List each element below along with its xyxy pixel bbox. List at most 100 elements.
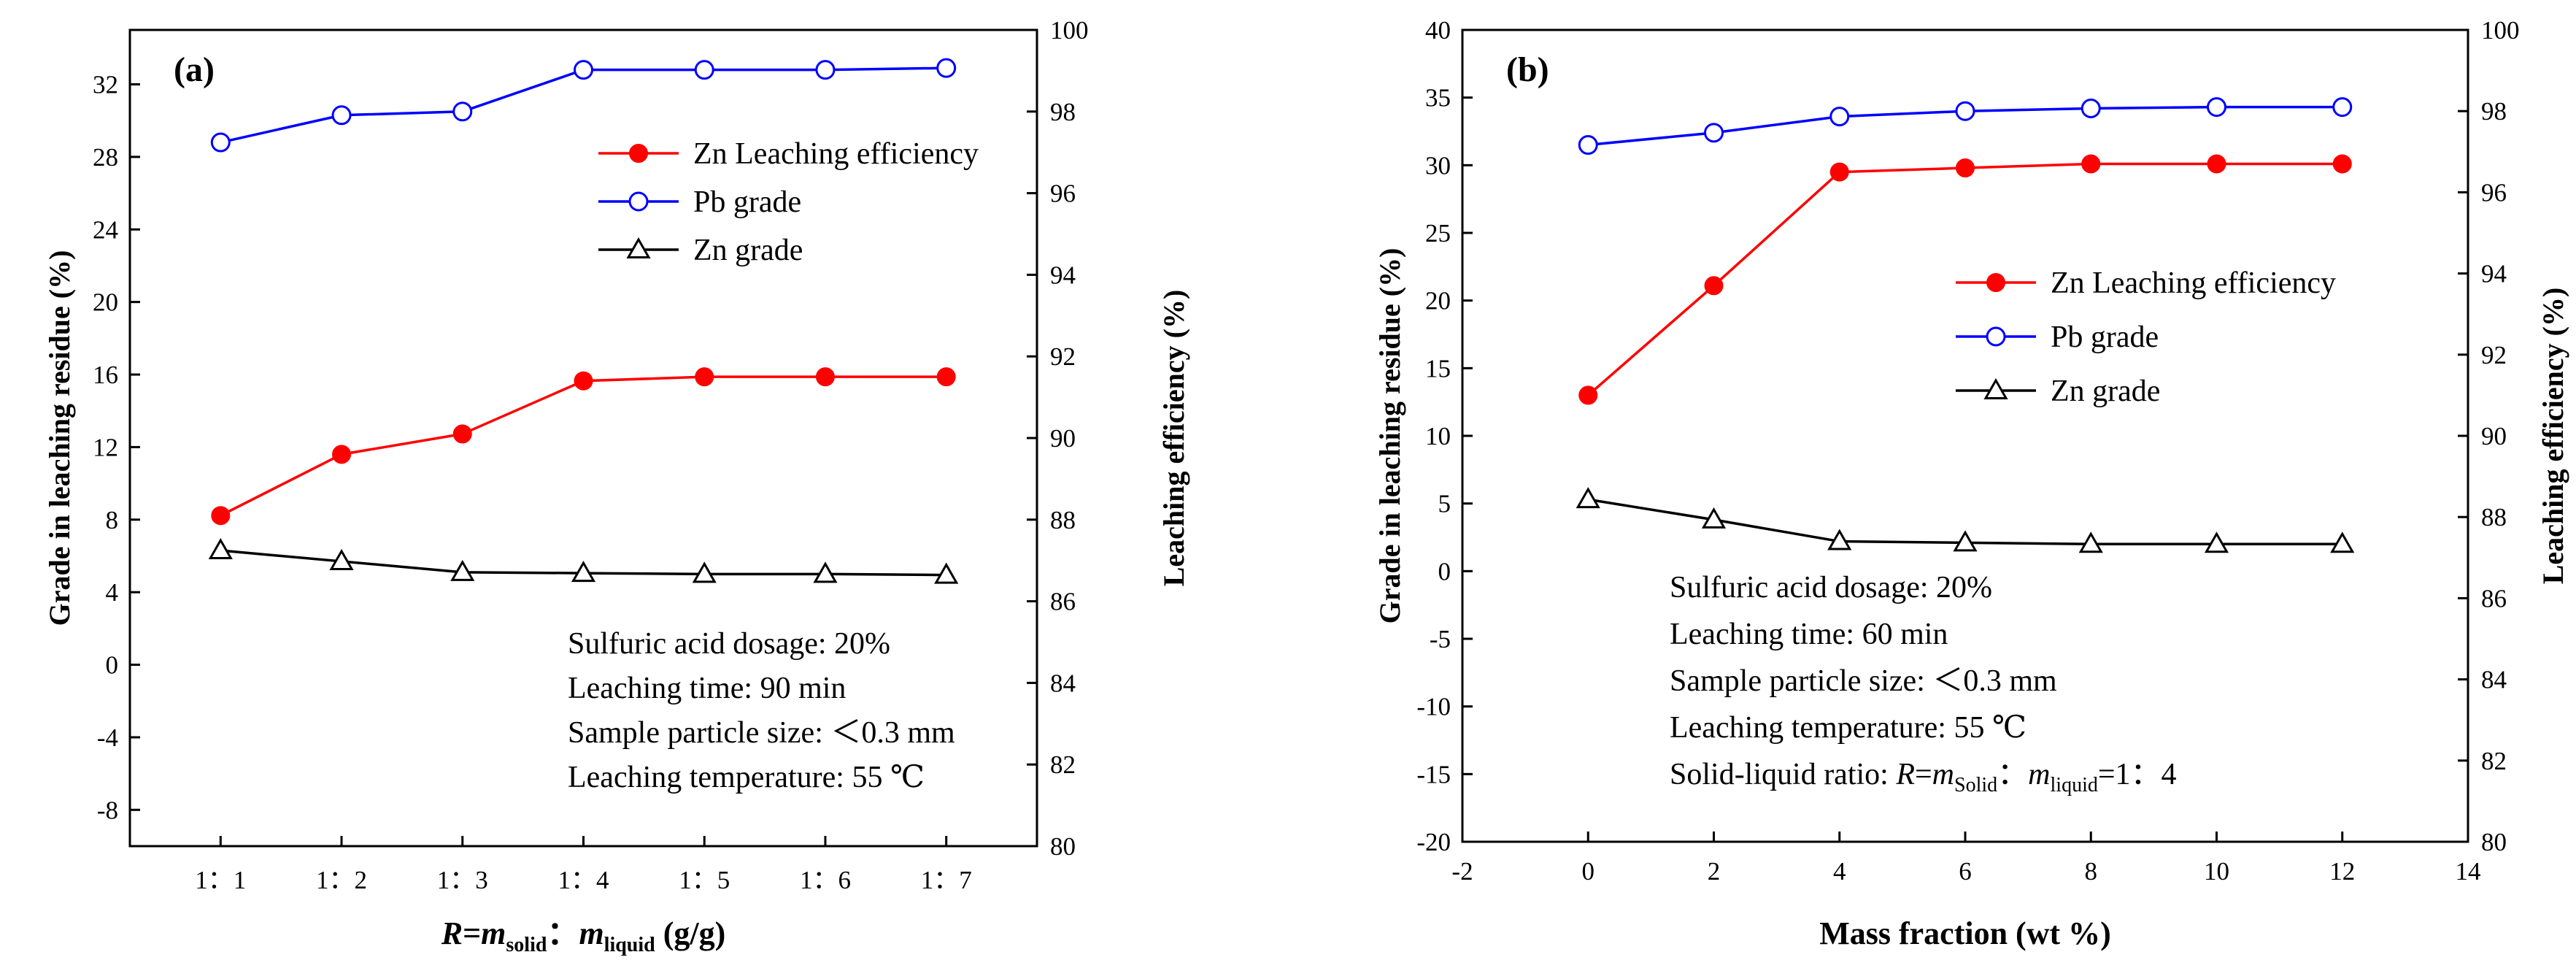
legend-marker (1986, 273, 2005, 292)
y-left-tick-label: 25 (1425, 219, 1451, 247)
y-left-axis-label: Grade in leaching residue (%) (43, 250, 76, 626)
data-point (1955, 101, 1975, 121)
data-point (452, 101, 473, 122)
x-tick-label: 8 (2085, 857, 2098, 886)
data-point (694, 60, 714, 80)
data-point (571, 561, 596, 583)
series-line-zn-leaching-efficiency (220, 375, 946, 517)
legend-label: Pb grade (2051, 320, 2159, 354)
legend-label: Pb grade (693, 185, 801, 219)
annotation-part: Solid (1954, 774, 1997, 796)
x-tick-label: 1：6 (800, 866, 851, 894)
data-point (210, 132, 231, 153)
data-point (813, 561, 838, 583)
y-left-tick-label: 8 (106, 506, 119, 534)
y-left-tick-label: 0 (106, 651, 119, 680)
y-right-tick-label: 96 (2481, 178, 2507, 207)
y-right-tick-label: 86 (2481, 584, 2507, 613)
y-left-axis-label: Grade in leaching residue (%) (1373, 248, 1406, 624)
y-right-tick-label: 100 (1050, 16, 1089, 45)
data-point (1704, 123, 1724, 143)
legend-marker (1986, 326, 2006, 347)
annotation-text: Sulfuric acid dosage: 20% (568, 627, 890, 661)
x-tick-label: 1：2 (316, 866, 367, 894)
data-point (1704, 276, 1724, 296)
x-tick-label: 4 (1833, 857, 1846, 886)
y-left-tick-label: 4 (106, 578, 119, 607)
x-tick-label: 1：3 (437, 866, 488, 894)
legend-label: Zn Leaching efficiency (2051, 266, 2336, 300)
y-right-axis-label: Leaching efficiency (%) (1157, 290, 1190, 587)
data-point (208, 538, 233, 560)
data-point (2081, 154, 2101, 174)
annotation-text: Leaching temperature: 55 ℃ (568, 761, 925, 794)
data-point (936, 58, 957, 78)
annotation-part: liquid (2051, 774, 2098, 796)
legend-marker (1983, 377, 2008, 399)
data-point (1829, 107, 1850, 127)
annotation-text: Sample particle size: ＜0.3 mm (1670, 664, 2057, 698)
data-point (695, 367, 714, 387)
panel-label: (b) (1506, 50, 1549, 89)
data-point (329, 548, 354, 570)
y-left-tick-label: 40 (1425, 16, 1451, 45)
y-right-tick-label: 100 (2481, 16, 2520, 45)
x-axis-label-part: = (463, 915, 481, 951)
legend-marker (626, 237, 651, 258)
y-right-tick-label: 90 (2481, 422, 2507, 450)
data-point (1701, 507, 1727, 529)
y-right-tick-label: 92 (1050, 342, 1076, 371)
annotation-part: ： (1997, 758, 2028, 791)
legend-marker (628, 191, 649, 212)
y-right-tick-label: 80 (2481, 828, 2507, 856)
y-left-tick-label: 12 (93, 433, 118, 461)
data-point (331, 105, 352, 126)
x-tick-label: 10 (2204, 857, 2229, 886)
data-point (692, 561, 717, 583)
data-point (1829, 162, 1849, 182)
annotation-text: Leaching time: 90 min (568, 672, 846, 705)
x-tick-label: 1：7 (921, 866, 972, 894)
y-right-tick-label: 94 (1050, 261, 1076, 289)
x-axis-label-part: solid (506, 934, 547, 956)
y-right-tick-label: 94 (2481, 260, 2507, 288)
panel-label: (a) (174, 50, 215, 89)
data-point (2207, 97, 2226, 118)
annotation-part: m (2028, 758, 2050, 791)
y-right-tick-label: 90 (1050, 424, 1076, 453)
data-point (332, 445, 352, 464)
annotation-part: m (1932, 758, 1954, 791)
data-point (450, 559, 475, 581)
y-right-tick-label: 88 (1050, 506, 1076, 534)
y-left-tick-label: 16 (93, 361, 118, 389)
y-right-tick-label: 82 (1050, 750, 1076, 779)
data-point (1578, 135, 1598, 156)
legend-marker (629, 144, 648, 163)
data-point (1956, 158, 1975, 178)
y-right-tick-label: 88 (2481, 503, 2507, 531)
data-point (815, 367, 835, 387)
x-axis-label: R=msolid：mliquid (g/g) (441, 915, 726, 956)
y-right-tick-label: 92 (2481, 341, 2507, 369)
data-point (2332, 97, 2353, 118)
x-axis-label-part: R (441, 915, 463, 951)
x-tick-label: 2 (1708, 857, 1721, 886)
y-right-tick-label: 80 (1050, 832, 1076, 861)
x-axis-label-part: liquid (604, 934, 655, 956)
x-axis-label-part: (g/g) (655, 915, 726, 951)
y-right-axis-label: Leaching efficiency (%) (2537, 288, 2569, 585)
data-point (1578, 385, 1598, 405)
annotation-text: Sample particle size: ＜0.3 mm (568, 716, 955, 750)
data-point (936, 367, 956, 387)
y-left-tick-label: 20 (93, 288, 118, 317)
y-left-tick-label: -15 (1416, 760, 1451, 788)
y-right-tick-label: 84 (2481, 666, 2507, 694)
y-left-tick-label: -5 (1430, 625, 1451, 653)
y-left-tick-label: 28 (93, 143, 118, 172)
legend-label: Zn grade (2051, 375, 2160, 408)
data-point (1953, 530, 1978, 552)
data-point (2081, 98, 2101, 118)
y-left-tick-label: 0 (1438, 557, 1451, 586)
annotation-text: Leaching time: 60 min (1670, 618, 1948, 651)
